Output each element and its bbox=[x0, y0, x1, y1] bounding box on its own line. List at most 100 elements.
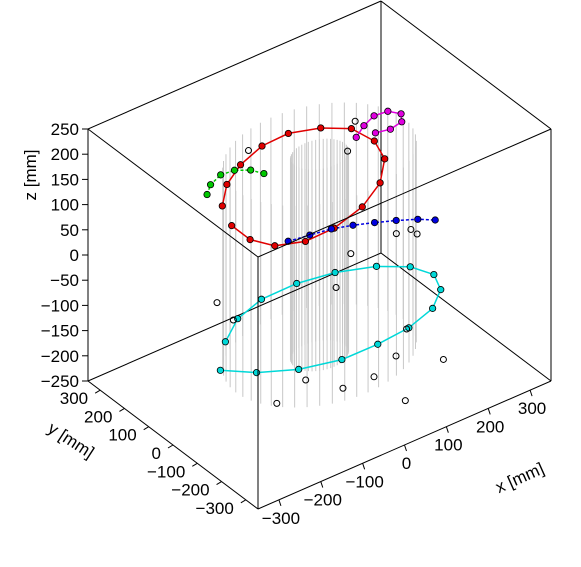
box-edge bbox=[380, 252, 552, 382]
hits-layer bbox=[203, 107, 447, 407]
track-line bbox=[220, 265, 442, 374]
unassigned-hit bbox=[401, 397, 409, 405]
track-hit bbox=[284, 129, 292, 138]
track-hit bbox=[317, 124, 325, 132]
track-hit bbox=[301, 237, 310, 246]
z-tick-label: 50 bbox=[60, 221, 79, 240]
track-hit bbox=[230, 166, 239, 174]
z-tick-label: −200 bbox=[41, 347, 79, 366]
unassigned-hit bbox=[344, 147, 352, 155]
track-hit bbox=[372, 262, 381, 270]
track-hit bbox=[223, 180, 231, 189]
track-hit bbox=[381, 155, 389, 163]
z-tick-label: 100 bbox=[51, 196, 79, 215]
unassigned-hit bbox=[370, 373, 378, 381]
z-tick-label: −50 bbox=[50, 271, 79, 290]
track-line bbox=[287, 218, 436, 243]
track-hit bbox=[370, 137, 378, 145]
track-hit bbox=[260, 169, 268, 178]
x-tick-label: 100 bbox=[434, 436, 462, 455]
y-tick bbox=[192, 462, 198, 467]
track-hit bbox=[370, 219, 379, 227]
z-tick-label: 0 bbox=[70, 246, 79, 265]
unassigned-hit bbox=[332, 283, 340, 291]
x-tick-label: −300 bbox=[262, 509, 300, 528]
track-line bbox=[221, 127, 386, 247]
y-tick bbox=[167, 444, 174, 449]
track-hit bbox=[331, 268, 339, 277]
x-tick bbox=[487, 408, 491, 415]
track-hit bbox=[246, 235, 254, 244]
detector-wires bbox=[222, 102, 417, 408]
box-edge bbox=[257, 128, 552, 258]
track-hit bbox=[398, 118, 406, 126]
track-hit bbox=[228, 222, 236, 230]
box-edge bbox=[87, 128, 259, 258]
y-tick bbox=[240, 499, 247, 504]
track-hit bbox=[221, 338, 229, 346]
track-hit bbox=[338, 355, 346, 364]
track-hit bbox=[218, 202, 226, 210]
y-tick-label: −200 bbox=[171, 481, 209, 500]
x-tick bbox=[445, 426, 449, 433]
y-tick-label: −300 bbox=[196, 499, 234, 518]
track-hit bbox=[258, 142, 266, 150]
unassigned-hit bbox=[392, 352, 400, 360]
track-hit bbox=[429, 304, 437, 312]
x-tick-label: 300 bbox=[518, 399, 546, 418]
x-tick bbox=[404, 444, 407, 452]
unassigned-hit bbox=[302, 376, 310, 384]
track-hit bbox=[360, 122, 368, 130]
z-tick-label: −100 bbox=[41, 296, 79, 315]
unassigned-hit bbox=[213, 299, 221, 307]
y-tick bbox=[143, 426, 149, 431]
track-hit bbox=[252, 369, 261, 377]
unassigned-hit bbox=[403, 325, 411, 333]
z-tick-label: 150 bbox=[51, 170, 79, 189]
box-edge bbox=[87, 0, 382, 130]
track-hit bbox=[358, 203, 366, 211]
track-hit bbox=[374, 340, 382, 348]
z-tick-label: −150 bbox=[41, 322, 79, 341]
track-hit bbox=[392, 216, 400, 225]
z-tick-label: 200 bbox=[51, 145, 79, 164]
track-hit bbox=[347, 125, 355, 133]
track-hit bbox=[430, 270, 438, 279]
track-hit bbox=[234, 315, 242, 323]
track-hit bbox=[406, 263, 414, 271]
unassigned-hit bbox=[339, 384, 347, 392]
track-hit bbox=[437, 286, 445, 294]
y-tick-label: −100 bbox=[147, 462, 185, 481]
y-tick-label: 0 bbox=[152, 444, 161, 463]
track-hit bbox=[371, 129, 380, 137]
y-tick-label: 300 bbox=[60, 389, 88, 408]
unassigned-hit bbox=[392, 230, 400, 238]
x-tick bbox=[529, 389, 533, 397]
y-tick-label: 100 bbox=[108, 426, 136, 445]
track-hit bbox=[247, 166, 255, 174]
unassigned-hit bbox=[229, 316, 237, 324]
y-tick bbox=[216, 481, 222, 486]
x-axis-title: x [mm] bbox=[493, 459, 547, 497]
unassigned-hit bbox=[439, 355, 447, 363]
track-hit bbox=[217, 171, 225, 179]
unassigned-hit bbox=[351, 117, 359, 125]
track-hit bbox=[295, 365, 303, 373]
track-hit bbox=[257, 295, 266, 303]
track-hit bbox=[414, 215, 422, 223]
track-hit bbox=[370, 112, 378, 120]
unassigned-hit bbox=[273, 399, 281, 407]
z-axis-title: z [mm] bbox=[21, 150, 40, 201]
unassigned-hit bbox=[407, 225, 415, 233]
x-tick-label: −100 bbox=[345, 472, 383, 491]
x-tick-label: 200 bbox=[476, 417, 504, 436]
track-hit bbox=[293, 279, 301, 288]
track-hit bbox=[376, 179, 384, 187]
x-tick bbox=[362, 463, 366, 470]
track-hit bbox=[386, 125, 394, 133]
x-tick-label: −200 bbox=[304, 491, 342, 510]
track-hit bbox=[349, 221, 357, 229]
x-tick bbox=[278, 499, 282, 507]
track-hit bbox=[384, 107, 392, 115]
